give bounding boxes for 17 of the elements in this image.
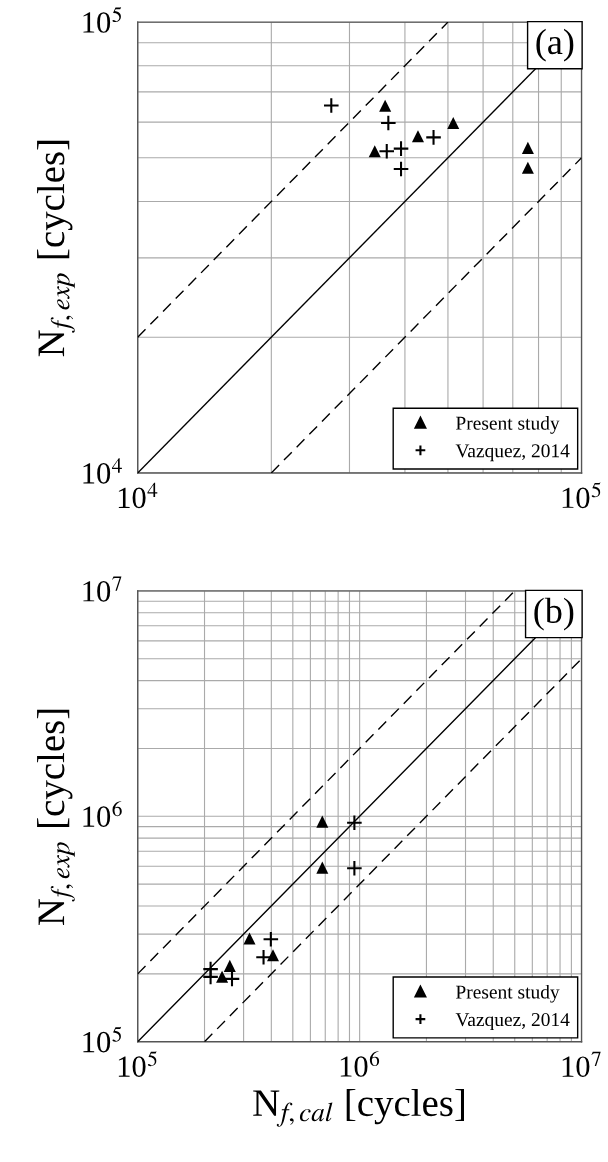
y-tick-label: 10$^{5}$ — [83, 1026, 122, 1053]
x-tick-label: 10$^{6}$ — [340, 1051, 380, 1077]
y-axis-title: N$_{f,exp}$ [cycles] — [37, 709, 75, 926]
y-tick-label: 10$^{7}$ — [83, 576, 122, 602]
y-axis-title: N$_{f,exp}$ [cycles] — [37, 140, 75, 357]
annotation: (a) — [536, 28, 574, 62]
x-axis-title: N$_{f,cal}$ [cycles] — [253, 1088, 464, 1127]
y-tick-label: 10$^{6}$ — [83, 801, 122, 827]
x-tick-label: 10$^{7}$ — [562, 1051, 601, 1078]
legend-label: Present study — [455, 416, 560, 434]
legend-label: Present study — [455, 984, 560, 1003]
legend-label: Vazquez, 2014 — [455, 1012, 570, 1031]
legend-label: Vazquez, 2014 — [455, 444, 570, 462]
y-tick-label: 10$^{4}$ — [83, 458, 122, 484]
x-tick-label: 10$^{5}$ — [118, 1051, 157, 1077]
annotation: (b) — [534, 597, 574, 631]
y-tick-label: 10$^{5}$ — [83, 7, 122, 33]
